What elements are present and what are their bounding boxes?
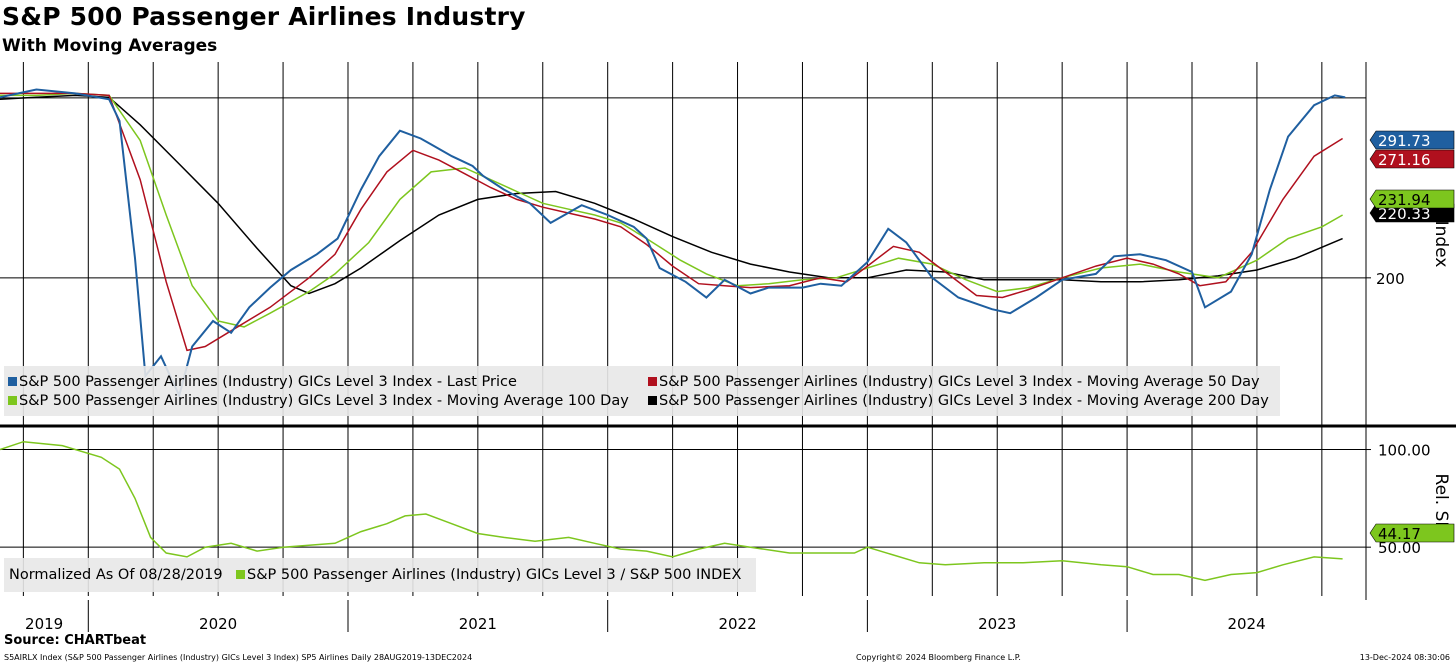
legend-item-ma200: S&P 500 Passenger Airlines (Industry) GI… [648,393,1269,409]
legend-swatch [648,377,657,386]
legend-label: S&P 500 Passenger Airlines (Industry) GI… [247,567,742,583]
chart-title: S&P 500 Passenger Airlines Industry [2,2,526,31]
source-note: Source: CHARTbeat [4,633,147,648]
lower-legend-note: Normalized As Of 08/28/2019 [9,567,223,583]
lower-series-0-tag [1369,523,1455,543]
series-line [0,92,1343,328]
footer-center: Copyright© 2024 Bloomberg Finance L.P. [856,653,1021,662]
legend-label: S&P 500 Passenger Airlines (Industry) GI… [659,393,1269,409]
upper-y-tick-label: 200 [1376,270,1405,288]
lower-y-tick-label: 50.00 [1378,539,1421,557]
legend-swatch [8,377,17,386]
upper-series-1-tag [1369,149,1455,169]
lower-series-0-value: 44.17 [1378,525,1421,543]
legend-item-ma100: S&P 500 Passenger Airlines (Industry) GI… [8,393,629,409]
lower-legend: Normalized As Of 08/28/2019 S&P 500 Pass… [4,558,756,592]
x-tick-label: 2019 [25,615,63,633]
legend-item-last-price: S&P 500 Passenger Airlines (Industry) GI… [8,374,517,390]
series-line [0,88,1346,399]
legend-swatch [648,396,657,405]
x-tick-label: 2024 [1227,615,1265,633]
series-line [0,94,1343,295]
legend-swatch [8,396,17,405]
upper-series-1-value: 271.16 [1378,151,1431,169]
upper-legend: S&P 500 Passenger Airlines (Industry) GI… [4,366,1280,416]
legend-item-ma50: S&P 500 Passenger Airlines (Industry) GI… [648,374,1260,390]
x-tick-label: 2023 [978,615,1016,633]
legend-label: S&P 500 Passenger Airlines (Industry) GI… [19,374,517,390]
upper-axis-title: Index [1431,221,1451,268]
footer-right: 13-Dec-2024 08:30:06 [1359,653,1450,662]
chart-subtitle: With Moving Averages [2,36,218,56]
series-line [0,92,1343,352]
series-line [0,440,1343,582]
legend-swatch [236,570,245,579]
x-tick-label: 2021 [459,615,497,633]
x-tick-label: 2020 [199,615,237,633]
lower-y-tick-label: 100.00 [1378,442,1431,460]
legend-item-relative: S&P 500 Passenger Airlines (Industry) GI… [236,567,741,583]
upper-series-3-value: 220.33 [1378,205,1431,223]
x-tick-label: 2022 [718,615,756,633]
upper-series-2-tag [1369,189,1455,209]
upper-series-0-value: 291.73 [1378,132,1431,150]
legend-label: S&P 500 Passenger Airlines (Industry) GI… [19,393,629,409]
legend-label: S&P 500 Passenger Airlines (Industry) GI… [659,374,1260,390]
upper-series-2-value: 231.94 [1378,191,1431,209]
upper-series-0-tag [1369,130,1455,150]
footer-left: S5AIRLX Index (S&P 500 Passenger Airline… [4,653,473,662]
